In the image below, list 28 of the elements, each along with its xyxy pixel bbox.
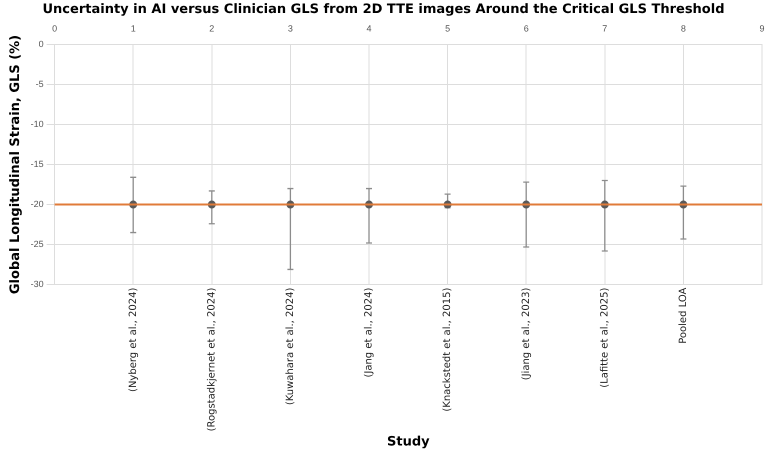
- y-tick-label: -30: [30, 279, 44, 290]
- x2-tick-label: 4: [366, 23, 372, 34]
- x2-tick-label: 0: [52, 23, 58, 34]
- x2-tick-label: 3: [288, 23, 293, 34]
- x-tick-label: (Knackstedt et al., 2015): [442, 288, 454, 412]
- y-tick-label: -5: [36, 78, 44, 89]
- y-tick-label: -20: [30, 199, 44, 210]
- y-axis-title: Global Longitudinal Strain, GLS (%): [8, 34, 24, 294]
- y-tick-label: -10: [30, 118, 44, 129]
- y-tick-label: -25: [30, 239, 44, 250]
- chart-title: Uncertainty in AI versus Clinician GLS from 2D TTE images Around the Critical GLS Threshold: [42, 2, 725, 18]
- x-tick-label: (Nyberg et al., 2024): [128, 288, 139, 392]
- x-tick-label: (Kuwahara et al., 2024): [285, 288, 296, 406]
- x2-tick-label: 2: [209, 23, 214, 34]
- x-tick-label: Pooled LOA: [678, 287, 689, 344]
- x-axis-title: Study: [386, 434, 430, 450]
- y-tick-label: -15: [30, 159, 44, 169]
- x2-tick-label: 7: [602, 23, 608, 34]
- x-tick-label: (Rogstadkjernet et al., 2024): [206, 288, 218, 432]
- x2-tick-label: 9: [759, 23, 765, 34]
- x-tick-label: (Jang et al., 2024): [364, 288, 375, 378]
- y-tick-label: 0: [38, 38, 44, 49]
- x2-tick-label: 8: [680, 23, 686, 34]
- x-tick-label: (Jiang et al., 2023): [520, 288, 532, 380]
- x2-tick-label: 6: [524, 23, 529, 34]
- x-tick-label: (Lafitte et al., 2025): [599, 288, 610, 388]
- x2-tick-label: 1: [130, 23, 136, 34]
- x2-tick-label: 5: [445, 23, 450, 34]
